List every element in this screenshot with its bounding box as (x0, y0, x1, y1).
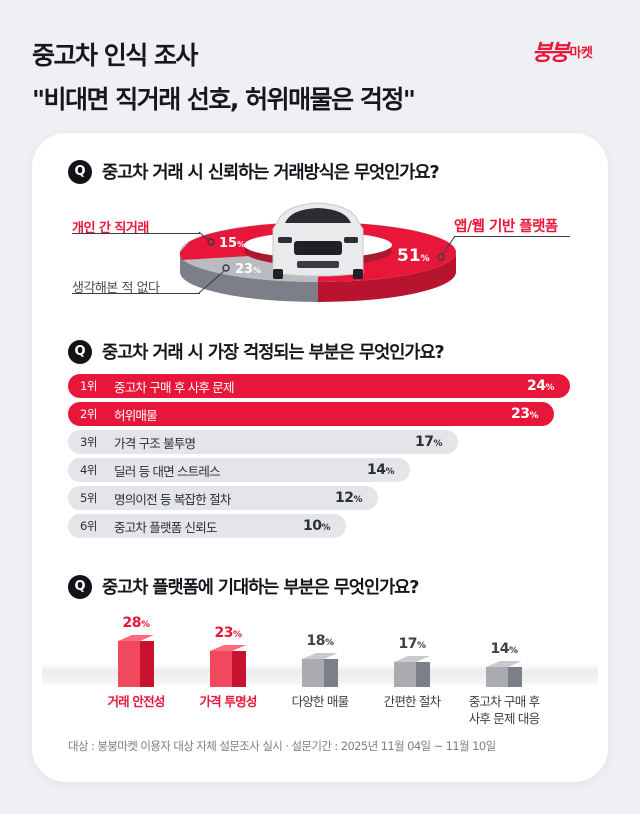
question-3-text: 중고차 플랫폼에 기대하는 부분은 무엇인가요? (102, 578, 419, 598)
rank-bar: 4위 딜러 등 대면 스트레스 14% (68, 458, 410, 482)
rank-value: 17% (414, 434, 442, 450)
rank-value: 10% (302, 518, 330, 534)
rank-value: 23% (510, 406, 538, 422)
bar-value: 14% (490, 641, 518, 657)
rank-number: 3위 (80, 435, 97, 449)
bar-value: 28% (122, 615, 150, 631)
leader-line (454, 236, 570, 237)
rank-value: 24% (526, 378, 554, 394)
rank-label: 딜러 등 대면 스트레스 (114, 463, 221, 479)
rank-label: 가격 구조 불투명 (114, 435, 196, 451)
cube-bar (394, 656, 430, 687)
expectation-bar: 17% 간편한 절차 (362, 636, 462, 710)
rank-label: 중고차 플랫폼 신뢰도 (114, 519, 217, 535)
expectation-bar: 14% 중고차 구매 후 사후 문제 대응 (454, 641, 554, 727)
svg-text:15%: 15% (219, 236, 245, 251)
slice-label-never: 생각해본 적 없다 (72, 281, 160, 296)
logo-word: 마켓 (569, 45, 593, 61)
page-title-line2: "비대면 직거래 선호, 허위매물은 걱정" (32, 85, 416, 114)
q-badge-icon: Q (68, 159, 92, 184)
rank-number: 1위 (80, 379, 97, 393)
question-1: Q 중고차 거래 시 신뢰하는 거래방식은 무엇인가요? (68, 159, 440, 184)
expectation-bar: 28% 거래 안전성 (86, 615, 186, 710)
car-image (272, 202, 364, 279)
bar-label: 가격 투명성 (199, 694, 257, 709)
question-2: Q 중고차 거래 시 가장 걱정되는 부분은 무엇인가요? (68, 339, 445, 364)
bar-label: 간편한 절차 (383, 694, 441, 709)
expectation-bar: 18% 다양한 매물 (270, 633, 370, 710)
cube-bar (118, 635, 154, 687)
rank-value: 14% (366, 462, 394, 478)
bar-label: 다양한 매물 (291, 694, 349, 709)
rank-number: 2위 (80, 407, 97, 421)
bar-value: 23% (214, 625, 242, 641)
leader-line (72, 293, 200, 294)
svg-text:23%: 23% (235, 262, 261, 277)
expectation-bar: 23% 가격 투명성 (178, 625, 278, 710)
slice-label-direct: 개인 간 직거래 (72, 221, 149, 236)
donut-chart: 15% 23% 51% (177, 195, 477, 310)
page-title-line1: 중고차 인식 조사 (32, 41, 198, 70)
bar-value: 17% (398, 636, 426, 652)
rank-bar: 5위 명의이전 등 복잡한 절차 12% (68, 486, 378, 510)
question-2-text: 중고차 거래 시 가장 걱정되는 부분은 무엇인가요? (102, 343, 445, 363)
rank-number: 6위 (80, 519, 97, 533)
rank-label: 중고차 구매 후 사후 문제 (114, 379, 235, 395)
rank-bar: 1위 중고차 구매 후 사후 문제 24% (68, 374, 570, 398)
cube-bar (486, 661, 522, 687)
leader-line (72, 233, 200, 234)
brand-logo: 붕붕 마켓 (532, 36, 593, 66)
cube-bar (302, 653, 338, 687)
rank-number: 4위 (80, 463, 97, 477)
bar-value: 18% (306, 633, 334, 649)
rank-label: 허위매물 (114, 407, 158, 423)
question-1-text: 중고차 거래 시 신뢰하는 거래방식은 무엇인가요? (102, 163, 440, 183)
q-badge-icon: Q (68, 574, 92, 599)
survey-card: Q 중고차 거래 시 신뢰하는 거래방식은 무엇인가요? (32, 133, 608, 782)
rank-bar: 3위 가격 구조 불투명 17% (68, 430, 458, 454)
bar-label: 중고차 구매 후 (468, 694, 540, 709)
rank-bar: 2위 허위매물 23% (68, 402, 554, 426)
question-3: Q 중고차 플랫폼에 기대하는 부분은 무엇인가요? (68, 574, 419, 599)
survey-footnote: 대상 : 붕붕마켓 이용자 대상 자체 설문조사 실시 · 설문기간 : 202… (68, 739, 496, 753)
bar-label-line2: 사후 문제 대응 (468, 711, 540, 726)
logo-mark: 붕붕 (532, 41, 570, 66)
rank-label: 명의이전 등 복잡한 절차 (114, 491, 231, 507)
cube-bar (210, 645, 246, 687)
bar-label: 거래 안전성 (107, 694, 165, 709)
rank-number: 5위 (80, 491, 97, 505)
q-badge-icon: Q (68, 339, 92, 364)
ranking-bar-chart: 1위 중고차 구매 후 사후 문제 24% 2위 허위매물 23% 3위 가격 … (68, 374, 578, 542)
rank-bar: 6위 중고차 플랫폼 신뢰도 10% (68, 514, 346, 538)
rank-value: 12% (334, 490, 362, 506)
slice-label-platform: 앱/웹 기반 플랫폼 (454, 219, 558, 235)
